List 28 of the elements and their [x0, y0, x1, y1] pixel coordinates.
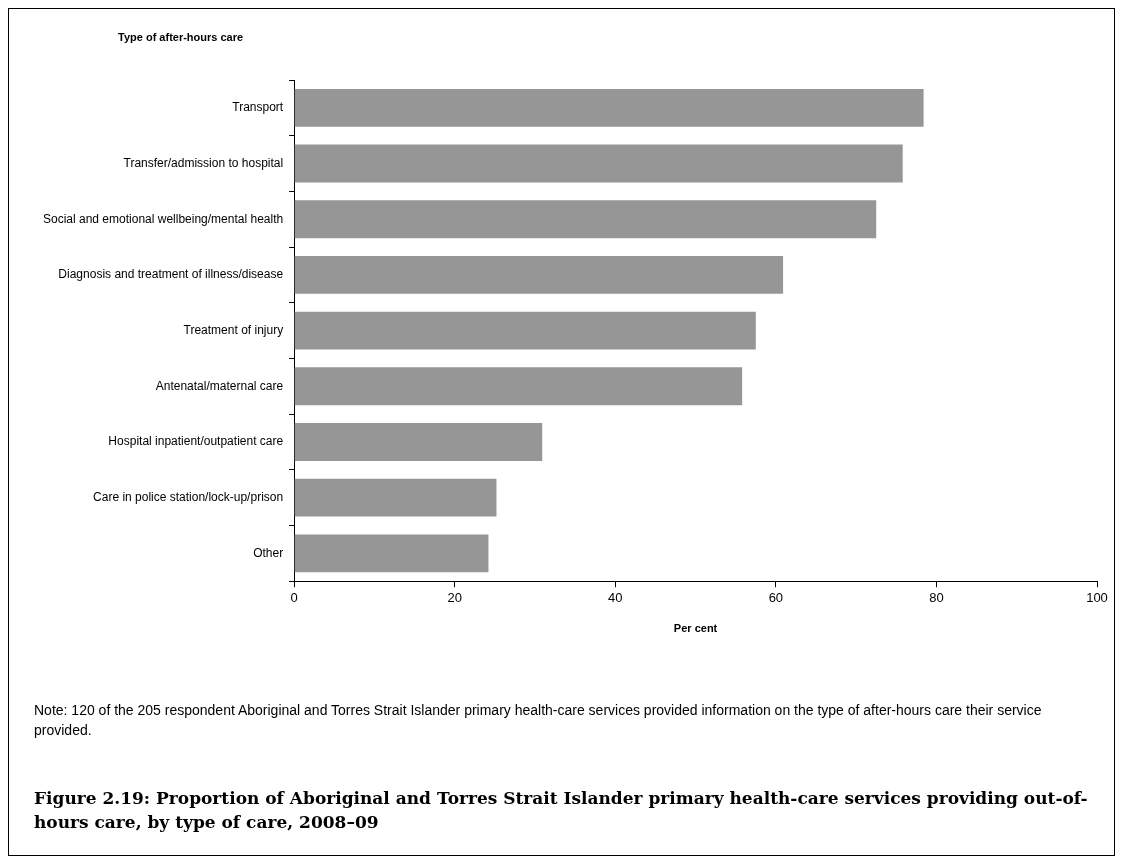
x-tick-label: 40: [608, 589, 623, 605]
y-tick-label: Antenatal/maternal care: [155, 378, 284, 393]
y-tick-label: Transport: [232, 100, 284, 115]
y-tick-label: Other: [253, 545, 284, 560]
y-axis-title: Type of after-hours care: [118, 31, 244, 43]
bar: [294, 478, 497, 517]
y-tick-label: Treatment of injury: [183, 322, 284, 337]
x-tick-label: 100: [1086, 589, 1108, 605]
y-tick-label: Transfer/admission to hospital: [123, 155, 284, 170]
bar: [294, 88, 924, 127]
bar: [294, 144, 903, 183]
y-tick-label: Social and emotional wellbeing/mental health: [43, 211, 284, 226]
text: Figure 2.19: Proportion of Aboriginal and Torres Strait Islander primary health-care services providing out-of-hours care, by type of care, 2008–09: [34, 787, 1089, 834]
bar: [294, 200, 877, 239]
bar: [294, 311, 756, 350]
bar: [294, 367, 743, 406]
x-axis-title: Per cent: [673, 622, 718, 635]
x-tick-label: 0: [290, 589, 298, 605]
bar: [294, 255, 784, 294]
x-tick-label: 80: [929, 589, 944, 605]
text: Note: 120 of the 205 respondent Aboriginal and Torres Strait Islander primary health-care services provided information on the type of after-hours care their service provided.: [34, 701, 1043, 740]
x-tick-label: 20: [447, 589, 462, 605]
bar: [294, 423, 543, 461]
x-tick-label: 60: [768, 589, 784, 605]
y-tick-label: Care in police station/lock-up/prison: [93, 489, 284, 504]
y-tick-label: Diagnosis and treatment of illness/disease: [58, 267, 284, 282]
bar: [294, 534, 489, 573]
y-tick-label: Hospital inpatient/outpatient care: [108, 434, 284, 449]
